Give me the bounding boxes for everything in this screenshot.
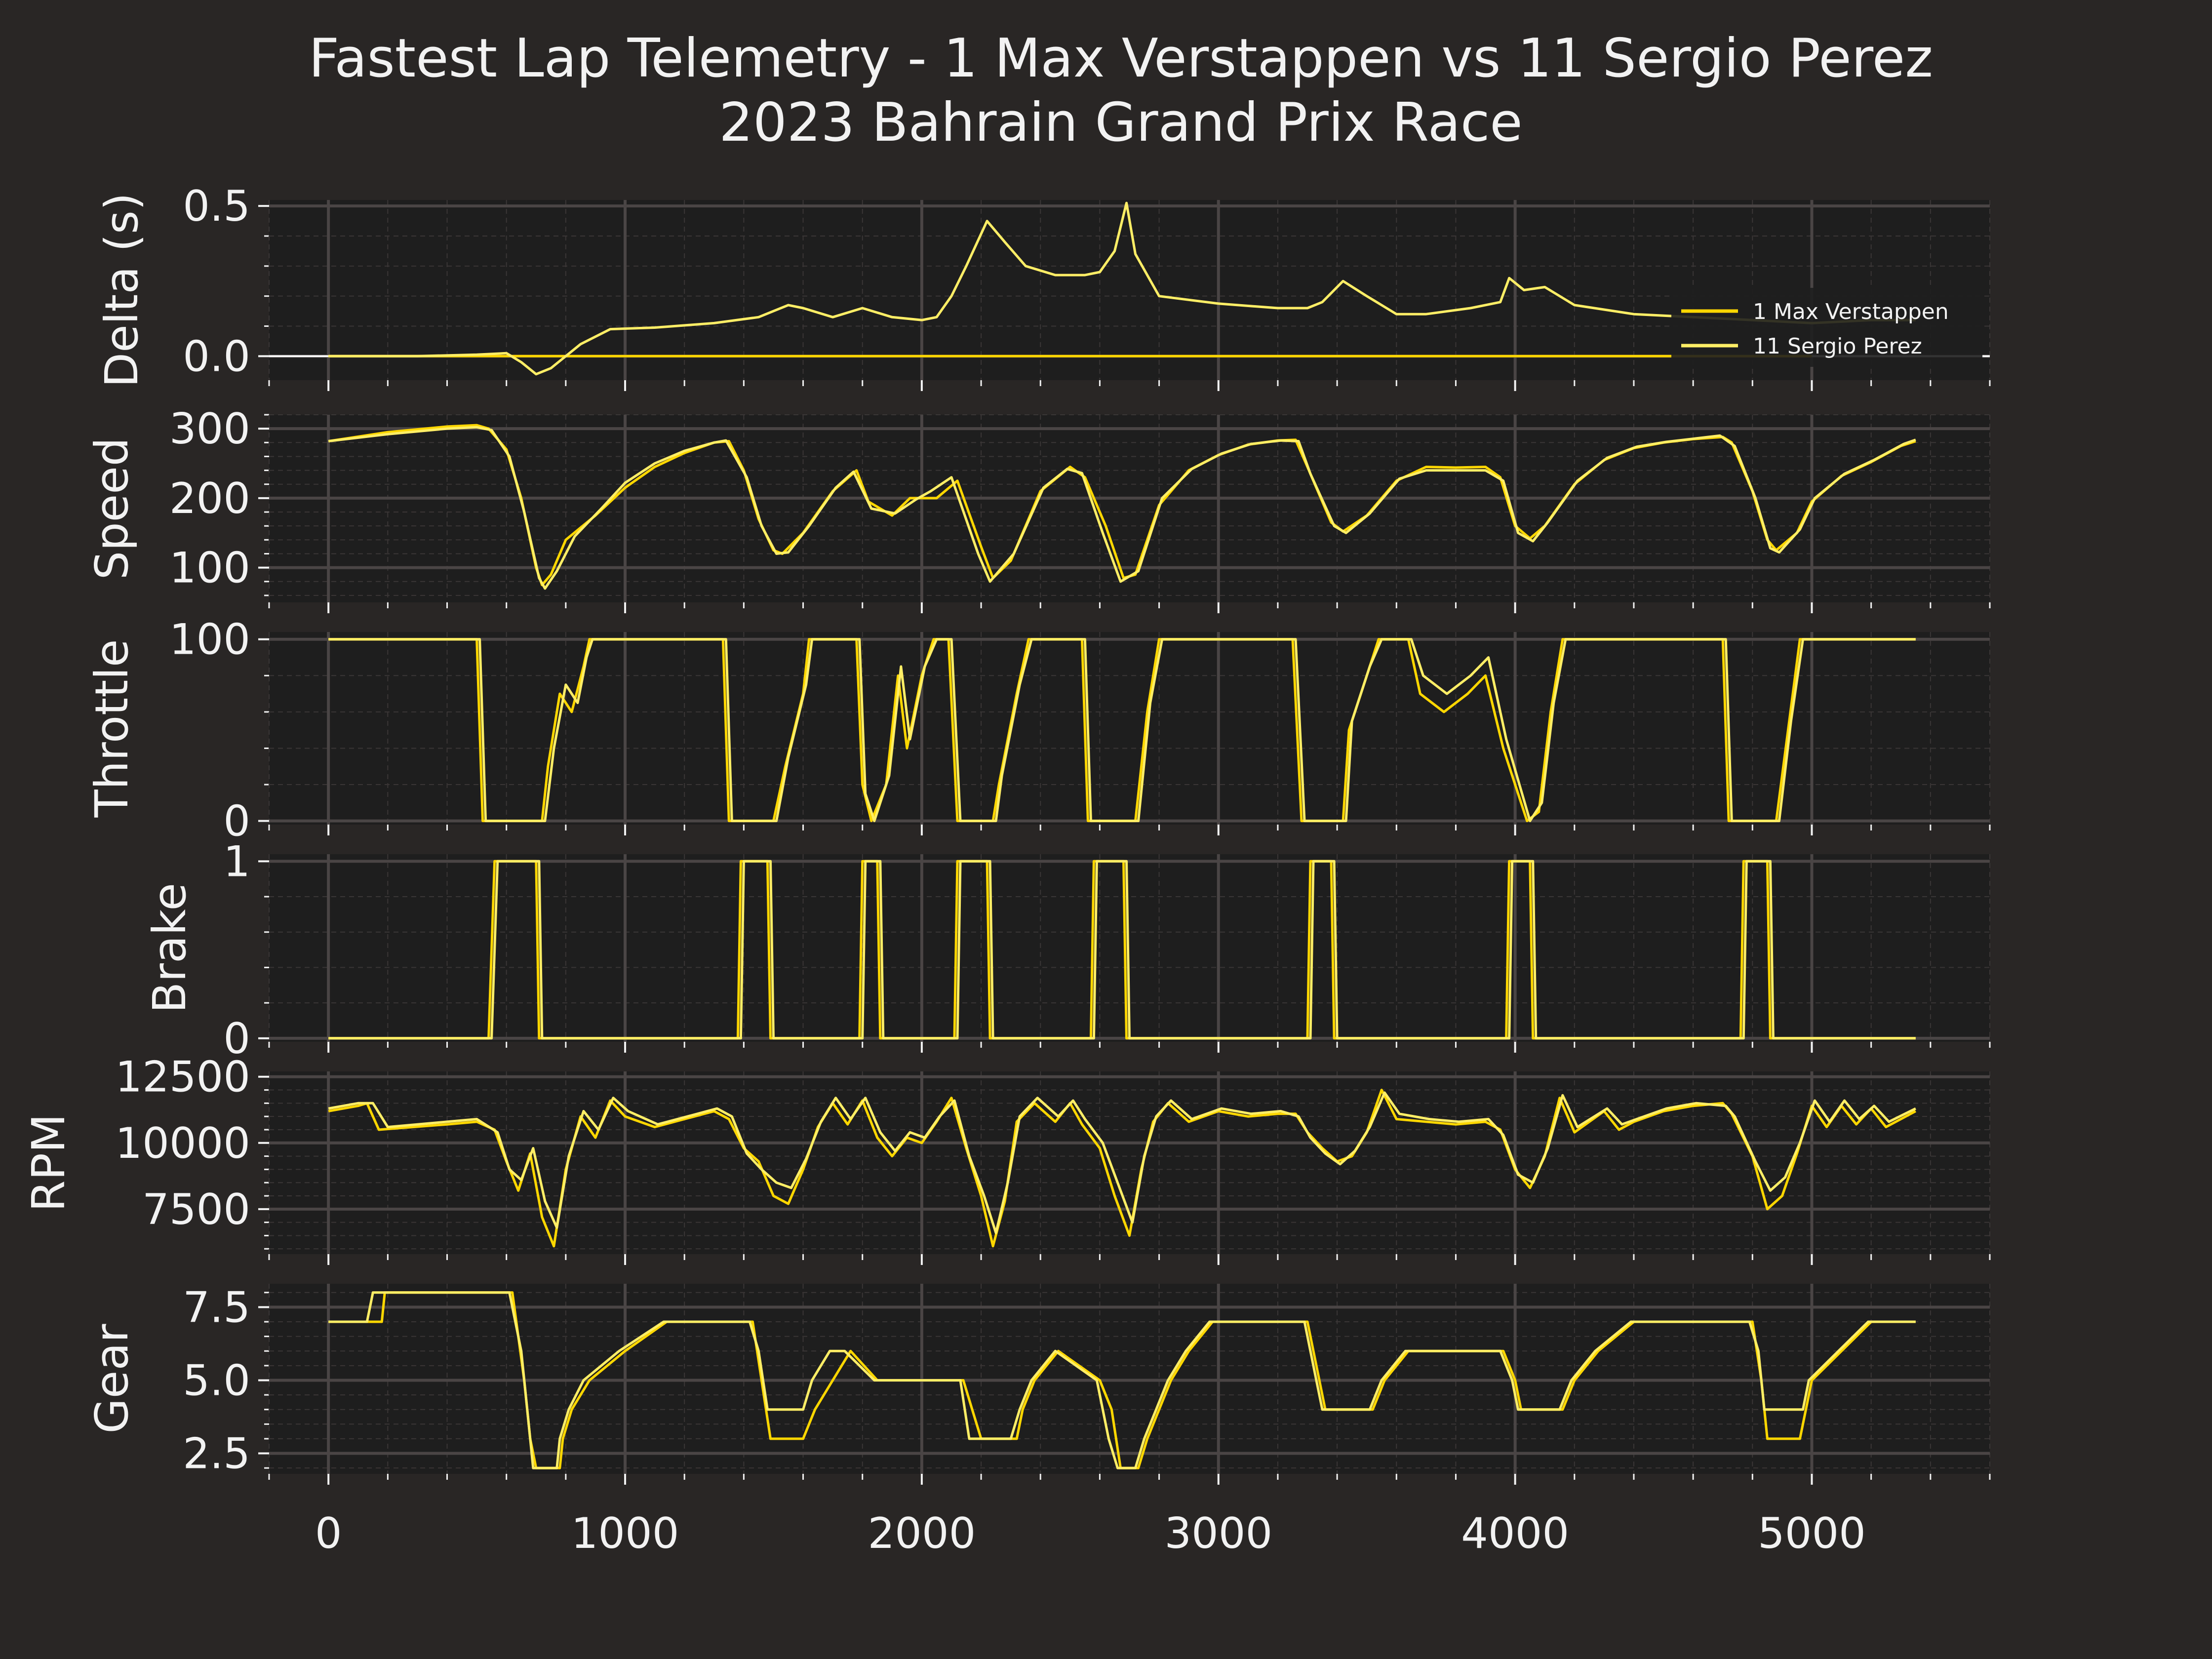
y-tick-label: 100 — [169, 544, 250, 593]
panel-throttle: 0 100 Throttle — [85, 615, 1991, 846]
legend-entry-per: 11 Sergio Perez — [1753, 334, 1922, 359]
series-line-per-throttle — [328, 638, 1916, 823]
y-tick-label: 0 — [223, 797, 250, 846]
y-tick-label: 5.0 — [183, 1356, 250, 1405]
y-axis-label: RPM — [22, 1114, 75, 1212]
x-tick-label: 4000 — [1461, 1509, 1569, 1558]
series-line-ver-throttle — [328, 638, 1916, 823]
y-tick-label: 0 — [223, 1014, 250, 1064]
x-tick-label: 5000 — [1758, 1509, 1866, 1558]
y-tick-label: 300 — [169, 404, 250, 454]
y-axis-label: Speed — [85, 437, 138, 580]
series-line-per-gear — [328, 1291, 1916, 1469]
legend-entry-ver: 1 Max Verstappen — [1753, 299, 1949, 324]
y-axis-label: Gear — [85, 1324, 138, 1433]
x-tick-label: 1000 — [571, 1509, 679, 1558]
x-axis: 0 1000 2000 3000 4000 5000 — [315, 1509, 1866, 1558]
y-tick-label: 7500 — [142, 1185, 250, 1234]
x-tick-label: 3000 — [1164, 1509, 1272, 1558]
x-tick-label: 0 — [315, 1509, 342, 1558]
series-line-per-speed — [328, 426, 1916, 590]
y-axis-label: Brake — [143, 883, 196, 1013]
series-line-per-delta — [328, 201, 1916, 376]
legend: 1 Max Verstappen 11 Sergio Perez — [1671, 288, 1982, 367]
series-line-per-brake — [328, 860, 1916, 1040]
panel-throttle-background — [269, 632, 1990, 825]
y-tick-label: 7.5 — [183, 1283, 250, 1332]
panel-gear: 2.5 5.0 7.5 Gear — [85, 1283, 1991, 1485]
panel-rpm: 7500 10000 12500 RPM — [22, 1053, 1991, 1265]
y-tick-label: 1 — [223, 837, 250, 886]
y-tick-label: 10000 — [115, 1119, 250, 1168]
y-tick-label: 100 — [169, 615, 250, 665]
y-tick-label: 0.5 — [183, 182, 250, 231]
y-tick-label: 12500 — [115, 1053, 250, 1102]
chart-title: Fastest Lap Telemetry - 1 Max Verstappen… — [309, 28, 1933, 89]
y-axis-label: Delta (s) — [95, 193, 148, 387]
y-tick-label: 2.5 — [183, 1429, 250, 1479]
panels: 0.0 0.5 Delta (s) 100 200 300 Speed 0 100 Throttl… — [22, 182, 1991, 1485]
x-tick-label: 2000 — [868, 1509, 976, 1558]
series-line-ver-gear — [328, 1291, 1916, 1469]
y-tick-label: 0.0 — [183, 332, 250, 381]
y-axis-label: Throttle — [85, 639, 138, 818]
legend-box — [1671, 288, 1982, 367]
panel-brake: 0 1 Brake — [143, 837, 1991, 1064]
y-tick-label: 200 — [169, 474, 250, 523]
panel-speed: 100 200 300 Speed — [85, 404, 1991, 613]
chart-subtitle: 2023 Bahrain Grand Prix Race — [719, 92, 1522, 154]
series-line-per-rpm — [328, 1091, 1916, 1234]
